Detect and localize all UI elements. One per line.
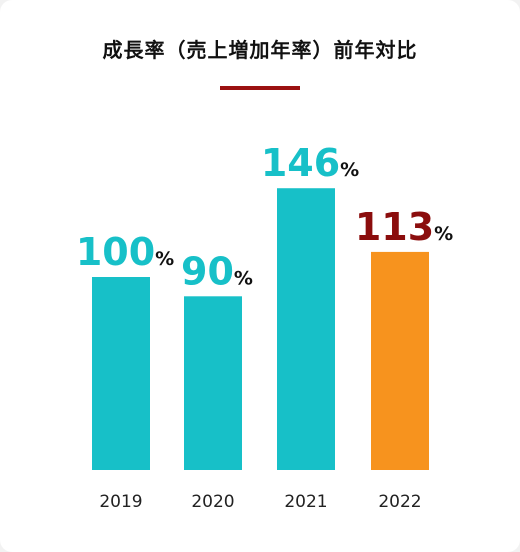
bar-2019: [92, 277, 150, 470]
bar-2020: [184, 296, 242, 470]
bar-2021: [277, 188, 335, 470]
value-label-2022: 113%: [355, 205, 453, 249]
x-tick-2021: 2021: [284, 492, 327, 512]
x-tick-2020: 2020: [191, 492, 234, 512]
x-tick-2022: 2022: [378, 492, 421, 512]
value-label-2020: 90%: [181, 249, 253, 293]
title-underline: [220, 86, 300, 90]
x-tick-2019: 2019: [99, 492, 142, 512]
value-label-2019: 100%: [76, 230, 174, 274]
chart-title: 成長率（売上増加年率）前年対比: [102, 38, 418, 62]
value-label-2021: 146%: [261, 141, 359, 185]
bar-2022: [371, 251, 429, 470]
